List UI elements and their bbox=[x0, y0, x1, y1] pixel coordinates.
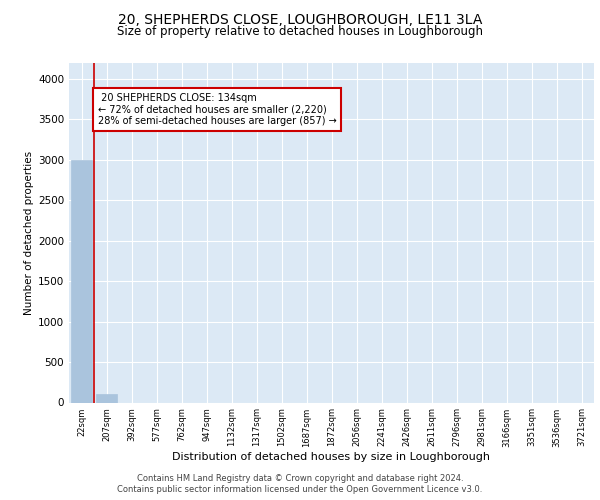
Y-axis label: Number of detached properties: Number of detached properties bbox=[24, 150, 34, 314]
Text: 20, SHEPHERDS CLOSE, LOUGHBOROUGH, LE11 3LA: 20, SHEPHERDS CLOSE, LOUGHBOROUGH, LE11 … bbox=[118, 12, 482, 26]
Text: Size of property relative to detached houses in Loughborough: Size of property relative to detached ho… bbox=[117, 25, 483, 38]
X-axis label: Distribution of detached houses by size in Loughborough: Distribution of detached houses by size … bbox=[173, 452, 491, 462]
Bar bbox=[71, 160, 92, 402]
Text: 20 SHEPHERDS CLOSE: 134sqm
← 72% of detached houses are smaller (2,220)
28% of s: 20 SHEPHERDS CLOSE: 134sqm ← 72% of deta… bbox=[98, 94, 337, 126]
Text: Contains HM Land Registry data © Crown copyright and database right 2024.
Contai: Contains HM Land Registry data © Crown c… bbox=[118, 474, 482, 494]
Bar bbox=[96, 394, 117, 402]
